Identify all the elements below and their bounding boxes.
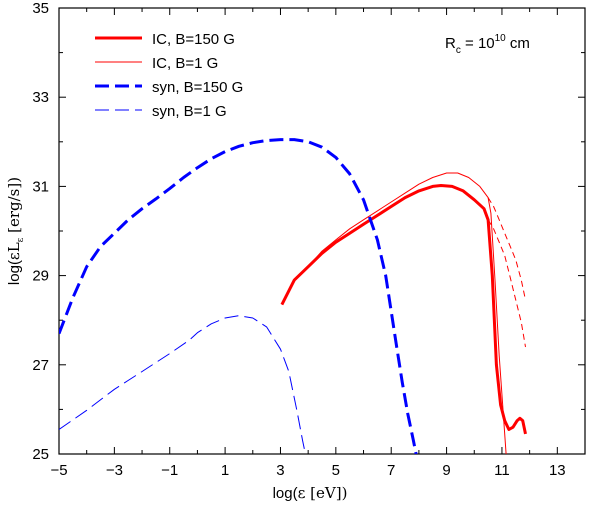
x-label-suffix: ) (342, 484, 348, 502)
series-line-0 (280, 184, 527, 435)
x-tick-label: 1 (221, 462, 229, 479)
y-tick-label: 27 (32, 357, 49, 374)
annotation-sup: 10 (495, 33, 507, 44)
legend: IC, B=150 G IC, B=1 G syn, B=150 G syn, … (95, 31, 243, 120)
y-label-prefix: log( (6, 260, 23, 285)
x-tick-label: 3 (276, 462, 284, 479)
y-tick-label: 33 (32, 89, 49, 106)
y-tick-label: 31 (32, 178, 49, 195)
legend-label-ic-150: IC, B=150 G (152, 31, 235, 48)
y-tick-label: 29 (32, 268, 49, 285)
series-line-2 (487, 197, 526, 301)
annotation-mid: = 10 (461, 35, 495, 52)
y-axis-label: log(εLε [erg/s]) (5, 177, 26, 285)
y-label-subscript: ε (16, 237, 26, 242)
x-tick-label: 13 (549, 462, 566, 479)
x-label-symbol: ε (298, 484, 306, 502)
y-label-unit: [erg/s] (5, 183, 23, 238)
y-label-suffix: ) (5, 177, 23, 183)
legend-label-ic-1: IC, B=1 G (152, 55, 218, 72)
x-tick-label: −3 (106, 462, 123, 479)
x-label-prefix: log( (273, 485, 298, 502)
series-group (59, 138, 527, 454)
series-line-3 (487, 219, 526, 348)
annotation-lead: R (445, 35, 456, 52)
x-tick-label: 11 (494, 462, 510, 479)
y-tick-label: 25 (32, 446, 49, 463)
plot-frame (58, 7, 586, 455)
x-tick-label: 9 (442, 462, 450, 479)
series-line-1 (281, 172, 507, 454)
x-tick-label: −5 (50, 462, 67, 479)
series-line-4 (59, 138, 418, 454)
y-label-symbol: εL (5, 242, 23, 260)
x-tick-label: 7 (387, 462, 395, 479)
axes (58, 7, 586, 455)
radius-annotation: Rc = 1010 cm (445, 33, 530, 56)
x-label-unit: [eV] (305, 484, 341, 502)
legend-label-syn-150: syn, B=150 G (152, 79, 243, 96)
series-line-5 (59, 315, 306, 454)
annotation-tail: cm (506, 35, 530, 52)
y-tick-label: 35 (32, 0, 49, 17)
annotation-sub: c (456, 45, 461, 56)
x-tick-label: 5 (332, 462, 340, 479)
legend-label-syn-1: syn, B=1 G (152, 103, 227, 120)
x-axis-label: log(ε [eV]) (273, 484, 348, 502)
x-tick-label: −1 (161, 462, 178, 479)
